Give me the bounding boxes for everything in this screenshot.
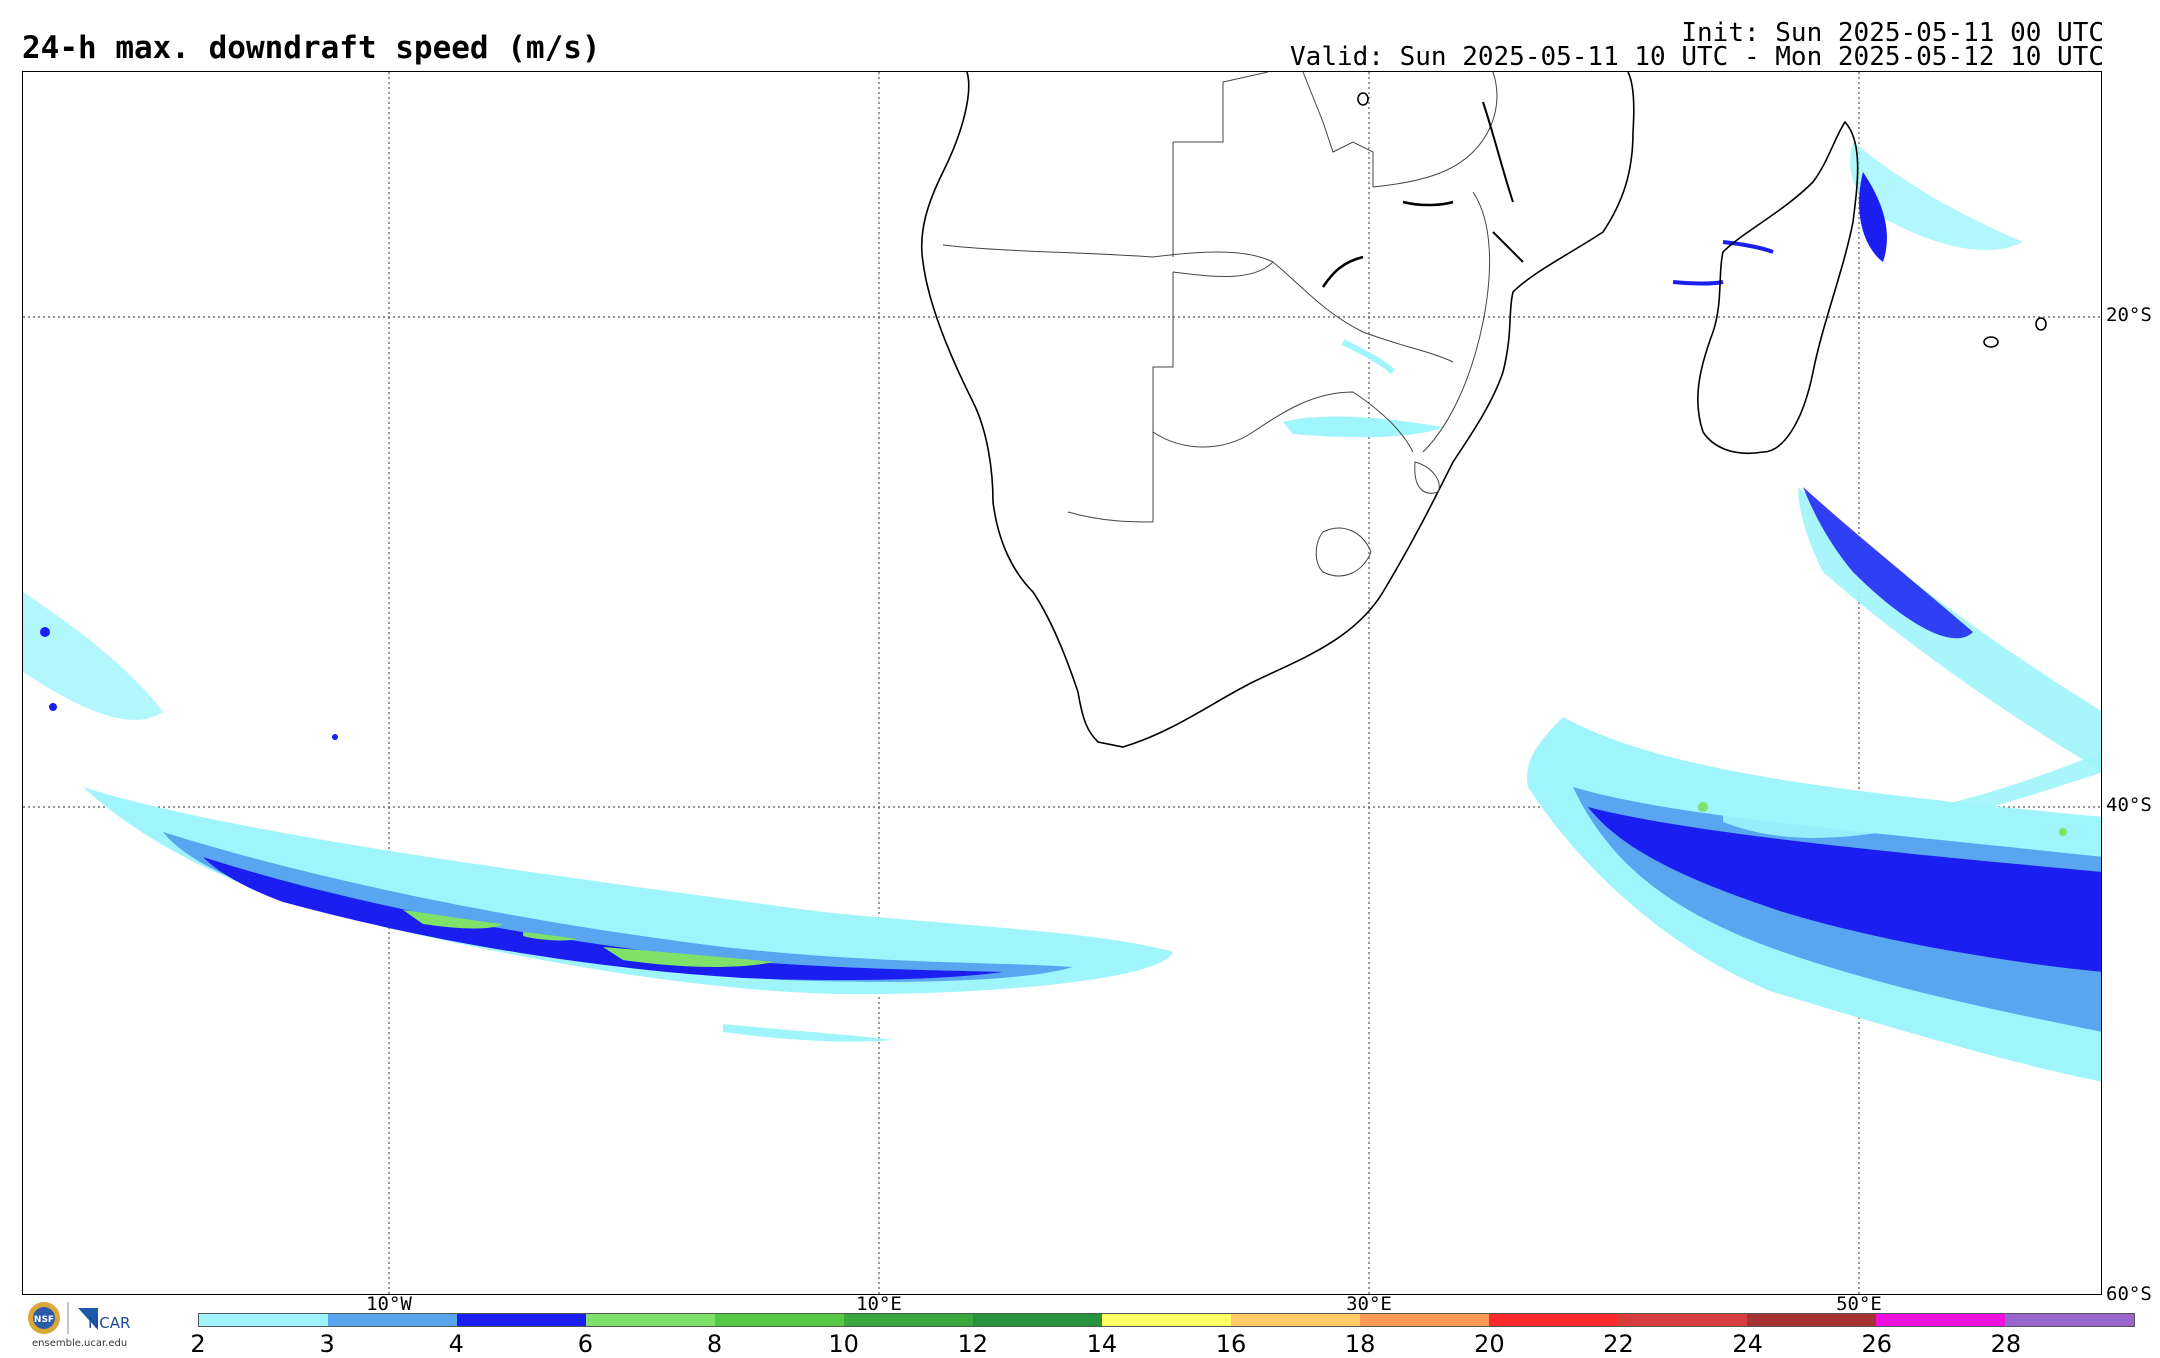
colorbar-tick-label: 6 bbox=[577, 1330, 594, 1358]
colorbar-tick-label: 4 bbox=[448, 1330, 464, 1358]
graticule bbox=[23, 72, 2101, 1294]
colorbar-segment-2 bbox=[457, 1314, 586, 1326]
colorbar-tick-label: 8 bbox=[706, 1330, 723, 1358]
colorbar-segment-10 bbox=[1489, 1314, 1618, 1326]
lat-label-20s-outer: 20°S bbox=[2106, 304, 2152, 326]
colorbar-tick-label: 24 bbox=[1732, 1330, 1763, 1358]
colorbar-tick-label: 22 bbox=[1603, 1330, 1634, 1358]
colorbar-segment-13 bbox=[1876, 1314, 2005, 1326]
downdraft-band-west bbox=[83, 787, 1173, 1042]
colorbar-segment-6 bbox=[973, 1314, 1102, 1326]
colorbar-segment-1 bbox=[328, 1314, 457, 1326]
valid-time-range: Valid: Sun 2025-05-11 10 UTC - Mon 2025-… bbox=[1290, 42, 2104, 72]
credit-url: ensemble.ucar.edu bbox=[32, 1338, 128, 1349]
downdraft-band-east bbox=[1527, 487, 2101, 1082]
colorbar-segment-3 bbox=[586, 1314, 715, 1326]
colorbar-tick-label: 10 bbox=[828, 1330, 859, 1358]
colorbar-tick-label: 16 bbox=[1215, 1330, 1247, 1358]
colorbar-tick-label: 20 bbox=[1474, 1330, 1505, 1358]
nsf-logo-text: NSF bbox=[34, 1315, 54, 1325]
colorbar-tick-label: 12 bbox=[957, 1330, 989, 1358]
colorbar-segment-7 bbox=[1102, 1314, 1231, 1326]
nsf-logo: NSF bbox=[28, 1302, 60, 1334]
lon-label-50e: 50°E bbox=[1836, 1293, 1882, 1315]
colorbar-segment-5 bbox=[844, 1314, 973, 1326]
lat-label-60s-outer: 60°S bbox=[2106, 1283, 2152, 1305]
lon-label-30e: 30°E bbox=[1346, 1293, 1392, 1315]
lon-label-10w: 10°W bbox=[366, 1293, 412, 1315]
colorbar-tick-label: 28 bbox=[1990, 1330, 2022, 1358]
downdraft-cells-madagascar bbox=[1672, 142, 2023, 286]
map-canvas bbox=[23, 72, 2101, 1294]
colorbar bbox=[198, 1313, 2135, 1327]
init-time: Init: Sun 2025-05-11 00 UTC bbox=[1681, 18, 2104, 48]
downdraft-cells-interior bbox=[1283, 339, 1443, 438]
map-title: 24-h max. downdraft speed (m/s) bbox=[22, 30, 601, 66]
coastline-madagascar bbox=[1357, 92, 2047, 455]
lat-label-40s-outer: 40°S bbox=[2106, 794, 2152, 816]
colorbar-tick-label: 14 bbox=[1086, 1330, 1118, 1358]
coastline-africa bbox=[920, 72, 1635, 748]
colorbar-segment-12 bbox=[1747, 1314, 1876, 1326]
ncar-logo-text: NCAR bbox=[88, 1314, 130, 1332]
map-panel: 20°S 40°S 60°S bbox=[22, 71, 2102, 1295]
colorbar-tick-label: 2 bbox=[190, 1330, 206, 1358]
colorbar-segment-4 bbox=[715, 1314, 844, 1326]
colorbar-tick-label: 26 bbox=[1861, 1330, 1892, 1358]
colorbar-segment-0 bbox=[199, 1314, 328, 1326]
colorbar-tick-label: 3 bbox=[319, 1330, 335, 1358]
colorbar-tick-label: 18 bbox=[1344, 1330, 1376, 1358]
logo-area: NSF NCAR bbox=[22, 1300, 157, 1342]
ncar-logo: NCAR bbox=[78, 1308, 130, 1332]
colorbar-segment-8 bbox=[1231, 1314, 1360, 1326]
country-borders bbox=[942, 72, 1524, 577]
colorbar-segment-11 bbox=[1618, 1314, 1747, 1326]
colorbar-segment-9 bbox=[1360, 1314, 1489, 1326]
colorbar-segment-14 bbox=[2005, 1314, 2134, 1326]
lon-label-10e: 10°E bbox=[856, 1293, 902, 1315]
downdraft-cells-west-edge bbox=[23, 592, 338, 740]
